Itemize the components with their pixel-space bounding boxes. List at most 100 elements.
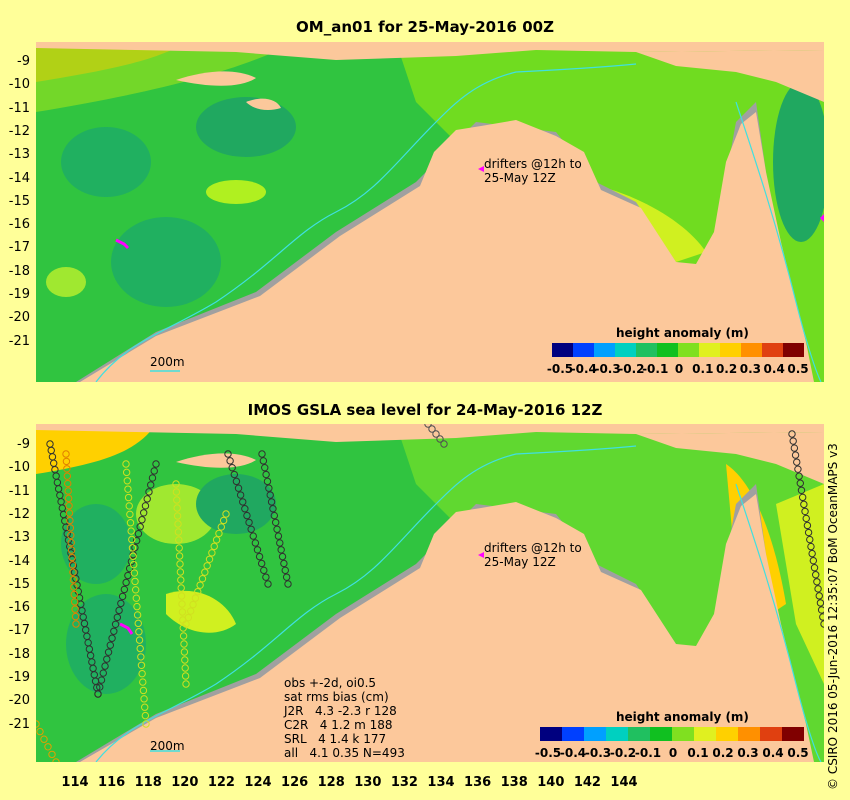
drifter-label-1b: 25-May 12Z xyxy=(484,171,556,185)
altimetry-obs-point xyxy=(270,511,279,520)
x-tick-label: 116 xyxy=(98,775,126,790)
altimetry-obs-point xyxy=(182,680,190,688)
altimetry-obs-point xyxy=(115,606,123,615)
colorbar-segment xyxy=(699,343,721,357)
altimetry-obs-point xyxy=(96,683,104,691)
altimetry-obs-point xyxy=(123,477,131,485)
altimetry-obs-point xyxy=(132,536,141,545)
altimetry-obs-point xyxy=(176,560,184,568)
colorbar-label: 0.3 xyxy=(737,746,759,760)
altimetry-obs-point xyxy=(104,648,113,656)
altimetry-obs-point xyxy=(72,620,80,628)
altimetry-obs-point xyxy=(267,498,276,506)
altimetry-obs-point xyxy=(177,584,185,592)
altimetry-obs-point xyxy=(210,542,218,551)
altimetry-obs-point xyxy=(103,655,111,663)
altimetry-obs-point xyxy=(71,605,79,613)
x-tick-label: 122 xyxy=(207,775,235,790)
altimetry-obs-point xyxy=(243,511,251,520)
y-tick-label: -14 xyxy=(8,553,30,569)
x-tick-label: 130 xyxy=(354,775,382,790)
altimetry-obs-point xyxy=(795,472,803,480)
y-tick-label: -16 xyxy=(8,600,30,616)
y-tick-label: -9 xyxy=(17,437,30,452)
altimetry-obs-point xyxy=(174,520,182,528)
altimetry-obs-point xyxy=(36,727,44,736)
altimetry-obs-point xyxy=(816,599,824,607)
isobath-200m xyxy=(95,63,637,382)
altimetry-obs-point xyxy=(271,518,280,527)
altimetry-obs-point xyxy=(189,600,197,609)
anomaly-low-center-2 xyxy=(196,474,276,534)
altimetry-obs-point xyxy=(64,487,72,495)
anomaly-positive-band xyxy=(36,42,296,112)
satellite-tracks xyxy=(36,424,824,762)
altimetry-obs-point xyxy=(208,549,216,557)
altimetry-obs-point xyxy=(212,536,221,544)
altimetry-obs-point xyxy=(807,542,815,551)
altimetry-obs-point xyxy=(40,735,48,743)
isobath-200m-east xyxy=(735,101,822,382)
altimetry-obs-point xyxy=(239,498,247,506)
altimetry-obs-point xyxy=(793,458,801,466)
altimetry-obs-point xyxy=(113,613,122,622)
altimetry-obs-point xyxy=(201,568,209,576)
altimetry-obs-point xyxy=(124,493,133,502)
drifter-legend-marker-2 xyxy=(478,552,484,558)
altimetry-obs-point xyxy=(198,575,207,583)
altimetry-obs-point xyxy=(150,467,158,475)
indonesia-coast xyxy=(36,42,824,60)
y-tick-label: -17 xyxy=(8,623,30,639)
stats-line: SRL 4 1.4 k 177 xyxy=(284,732,387,746)
altimetry-obs-point xyxy=(131,586,140,594)
altimetry-obs-point xyxy=(174,528,183,536)
altimetry-obs-point xyxy=(64,479,72,488)
altimetry-obs-point xyxy=(141,502,150,510)
altimetry-obs-point xyxy=(118,592,127,601)
altimetry-obs-point xyxy=(122,578,130,587)
y-tick-label: -13 xyxy=(8,530,30,546)
x-tick-label: 138 xyxy=(500,775,528,790)
drifter-label-2b: 25-May 12Z xyxy=(484,555,556,569)
altimetry-obs-point xyxy=(172,480,180,488)
y-tick-label: -21 xyxy=(8,333,30,349)
altimetry-obs-point xyxy=(48,750,56,759)
colorbar-label: 0.1 xyxy=(692,362,714,376)
altimetry-obs-point xyxy=(137,653,145,661)
colorbar-label: 0.1 xyxy=(687,746,709,760)
y-tick-label: -16 xyxy=(8,217,30,233)
altimetry-obs-point xyxy=(215,529,223,538)
australia-land-2 xyxy=(80,494,814,762)
altimetry-obs-point xyxy=(230,470,239,479)
altimetry-obs-point xyxy=(259,457,268,465)
altimetry-obs-point xyxy=(801,507,809,516)
panel-1-title: OM_an01 for 25-May-2016 00Z xyxy=(296,18,554,36)
colorbar-segment xyxy=(678,343,700,357)
altimetry-obs-point xyxy=(234,484,243,492)
altimetry-obs-point xyxy=(184,613,193,622)
colorbar-segment xyxy=(782,727,804,741)
altimetry-obs-point xyxy=(253,546,262,554)
altimetry-obs-point xyxy=(148,474,157,482)
altimetry-obs-point xyxy=(791,451,800,459)
y-tick-label: -9 xyxy=(17,54,30,69)
altimetry-obs-point xyxy=(187,607,195,615)
stats-line: J2R 4.3 -2.3 r 128 xyxy=(284,704,397,718)
altimetry-obs-point xyxy=(101,662,109,670)
drifter-label-2a: drifters @12h to xyxy=(484,541,582,555)
altimetry-obs-point xyxy=(789,437,797,445)
altimetry-obs-point xyxy=(136,523,144,531)
altimetry-obs-point xyxy=(70,590,78,599)
altimetry-obs-point xyxy=(140,695,148,703)
altimetry-obs-point xyxy=(69,568,77,576)
colorbar-title-1: height anomaly (m) xyxy=(616,326,749,340)
altimetry-obs-point xyxy=(222,510,230,518)
altimetry-obs-point xyxy=(278,552,287,561)
altimetry-obs-point xyxy=(265,484,273,492)
altimetry-obs-point xyxy=(261,463,269,472)
y-tick-label: -20 xyxy=(8,693,30,709)
altimetry-obs-point xyxy=(232,477,241,486)
altimetry-obs-point xyxy=(181,672,190,680)
altimetry-obs-point xyxy=(94,690,102,698)
colorbar-1 xyxy=(552,343,804,357)
